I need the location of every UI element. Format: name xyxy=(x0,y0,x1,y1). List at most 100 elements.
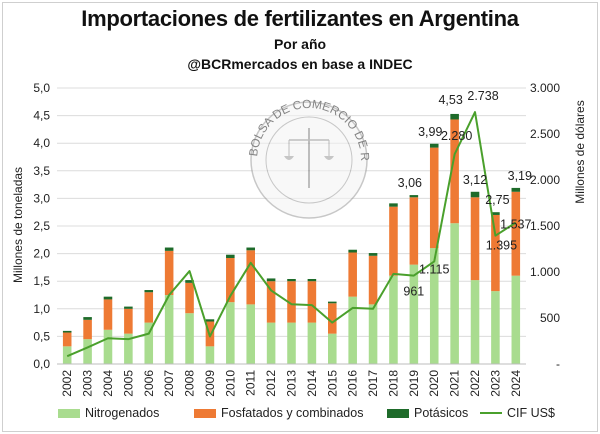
x-tick-label: 2022 xyxy=(468,370,482,397)
legend-swatch-potasicos xyxy=(387,408,409,418)
bar-nitro-2015 xyxy=(328,333,337,364)
cif-label-2019: 961 xyxy=(403,285,424,299)
x-tick-label: 2007 xyxy=(162,370,176,397)
bar-fosfo-2007 xyxy=(164,250,174,295)
y2-tick-label: 1.500 xyxy=(530,219,560,233)
bar-nitro-2018 xyxy=(389,275,398,364)
bar-fosfo-2016 xyxy=(348,252,357,297)
legend-potasicos: Potásicos xyxy=(387,406,468,420)
y2-tick-label: 1.000 xyxy=(530,265,560,279)
bar-fosfo-2022 xyxy=(470,197,480,281)
y2-tick-label: 500 xyxy=(540,311,560,325)
bar-pota-2020 xyxy=(429,143,439,148)
bar-fosfo-2018 xyxy=(389,206,398,276)
bar-fosfo-2015 xyxy=(328,303,337,334)
x-tick-label: 2008 xyxy=(183,370,197,397)
bar-pota-2003 xyxy=(83,317,92,320)
bar-fosfo-2024 xyxy=(511,191,521,276)
x-tick-label: 2019 xyxy=(407,370,421,397)
x-tick-label: 2004 xyxy=(101,370,115,397)
x-tick-label: 2024 xyxy=(509,370,523,397)
bar-fosfo-2020 xyxy=(429,147,439,249)
legend-label-cif: CIF US$ xyxy=(507,406,555,420)
chart-source: @BCRmercados en base a INDEC xyxy=(187,56,413,72)
x-tick-label: 2010 xyxy=(223,370,237,397)
cif-label-2020: 1.115 xyxy=(419,262,449,276)
y-tick-label: 3,0 xyxy=(33,191,50,205)
bar-nitro-2014 xyxy=(307,322,317,364)
bar-pota-2023 xyxy=(491,212,500,215)
bar-pota-2009 xyxy=(205,319,215,322)
y-tick-label: 1,0 xyxy=(33,302,50,316)
bar-nitro-2004 xyxy=(103,329,113,364)
bar-pota-2004 xyxy=(103,296,113,300)
x-tick-label: 2017 xyxy=(366,370,380,397)
bar-nitro-2020 xyxy=(429,248,439,364)
y-tick-label: 2,0 xyxy=(33,247,50,261)
y-tick-label: 0,5 xyxy=(33,329,50,343)
x-tick-label: 2023 xyxy=(488,370,502,397)
bar-nitro-2021 xyxy=(450,223,459,364)
bar-fosfo-2006 xyxy=(144,292,154,323)
x-tick-label: 2013 xyxy=(285,370,299,397)
legend-swatch-fosfatados xyxy=(194,408,216,418)
bar-nitro-2007 xyxy=(164,295,174,364)
bar-pota-2002 xyxy=(62,330,72,333)
x-tick-label: 2012 xyxy=(264,370,278,397)
x-tick-label: 2003 xyxy=(81,370,95,397)
x-tick-label: 2002 xyxy=(60,370,74,397)
bar-fosfo-2021 xyxy=(450,119,459,224)
bar-fosfo-2019 xyxy=(409,197,419,265)
y-tick-label: 2,5 xyxy=(33,219,50,233)
cif-label-2022: 2.738 xyxy=(467,89,498,103)
legend-label-fosfatados: Fosfatados y combinados xyxy=(221,406,364,420)
bar-pota-2024 xyxy=(511,187,521,192)
x-tick-label: 2011 xyxy=(244,370,258,396)
bar-fosfo-2004 xyxy=(103,299,113,330)
x-tick-label: 2020 xyxy=(427,370,441,397)
total-label-2020: 3,99 xyxy=(418,125,442,139)
bar-pota-2019 xyxy=(409,195,419,198)
bar-pota-2016 xyxy=(348,249,357,253)
legend-swatch-cif xyxy=(480,412,502,414)
y-axis-label: Millones de toneladas xyxy=(11,167,25,283)
y-tick-label: 4,5 xyxy=(33,109,50,123)
bar-fosfo-2012 xyxy=(266,281,276,323)
legend-label-potasicos: Potásicos xyxy=(414,406,469,420)
bar-pota-2007 xyxy=(164,247,174,251)
bar-fosfo-2008 xyxy=(185,282,194,314)
x-tick-label: 2009 xyxy=(203,370,217,397)
bar-nitro-2006 xyxy=(144,322,154,364)
bar-pota-2013 xyxy=(287,278,296,282)
bar-fosfo-2014 xyxy=(307,281,317,323)
y-tick-label: 0,0 xyxy=(33,357,50,371)
total-label-2024: 3,19 xyxy=(508,169,532,183)
bar-nitro-2009 xyxy=(205,346,215,364)
legend-nitrogenados: Nitrogenados xyxy=(58,406,159,420)
y-tick-label: 3,5 xyxy=(33,164,50,178)
bar-pota-2010 xyxy=(226,254,235,259)
legend-fosfatados: Fosfatados y combinados xyxy=(194,406,363,420)
legend-label-nitrogenados: Nitrogenados xyxy=(85,406,160,420)
bar-fosfo-2023 xyxy=(491,214,500,292)
bar-fosfo-2002 xyxy=(62,332,72,347)
y-tick-label: 1,5 xyxy=(33,274,50,288)
y-tick-label: 5,0 xyxy=(33,81,50,95)
chart-subtitle: Por año xyxy=(273,36,327,52)
bar-nitro-2022 xyxy=(470,280,480,364)
x-tick-label: 2014 xyxy=(305,370,319,397)
bar-pota-2015 xyxy=(328,301,337,304)
line-cif xyxy=(66,111,517,358)
bar-pota-2011 xyxy=(246,247,255,251)
legend-swatch-nitrogenados xyxy=(58,408,80,418)
total-label-2022: 3,12 xyxy=(463,173,487,187)
chart-title: Importaciones de fertilizantes en Argent… xyxy=(81,6,519,31)
bar-nitro-2012 xyxy=(266,322,276,364)
bar-nitro-2013 xyxy=(287,322,296,364)
y2-tick-label: 2.500 xyxy=(530,127,560,141)
bar-nitro-2005 xyxy=(124,333,133,364)
bar-fosfo-2010 xyxy=(226,258,235,303)
bar-nitro-2023 xyxy=(491,291,500,364)
bar-nitro-2016 xyxy=(348,296,357,364)
